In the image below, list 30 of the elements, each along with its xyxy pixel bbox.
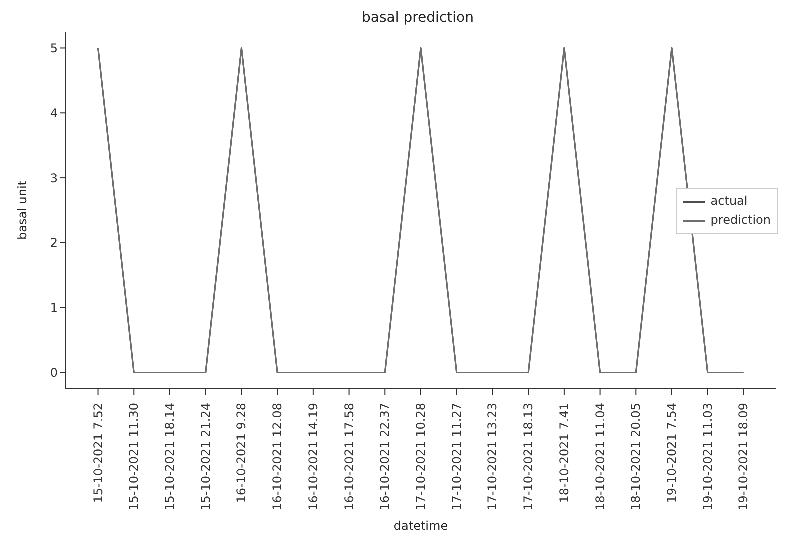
y-tick-label: 4 [50,106,58,120]
legend-label: prediction [710,212,771,229]
x-tick-label: 15-10-2021 7.52 [91,403,106,504]
x-tick-label: 16-10-2021 12.08 [270,403,285,511]
x-tick-label: 18-10-2021 20.05 [629,403,644,511]
y-axis-title: basal unit [15,180,30,240]
x-tick-label: 18-10-2021 11.04 [593,403,608,511]
y-tick-label: 3 [50,171,58,186]
y-tick-label: 1 [50,301,58,316]
x-axis-title: datetime [394,519,448,533]
x-tick-label: 16-10-2021 14.19 [306,403,320,511]
x-tick-label: 19-10-2021 11.03 [700,403,715,511]
x-tick-label: 15-10-2021 18.14 [162,403,177,511]
chart-title: basal prediction [362,10,474,26]
legend-label: actual [710,193,748,210]
x-tick-label: 15-10-2021 11.30 [127,403,142,511]
x-tick-label: 18-10-2021 7.41 [557,403,572,504]
x-tick-label: 17-10-2021 18.13 [522,403,536,511]
x-tick-label: 19-10-2021 18.09 [736,403,751,511]
x-tick-label: 17-10-2021 10.28 [414,403,428,511]
x-tick-label: 16-10-2021 22.37 [378,403,392,511]
y-tick-label: 5 [50,41,58,56]
x-tick-label: 17-10-2021 11.27 [450,403,464,511]
y-tick-label: 2 [50,236,58,250]
x-tick-label: 16-10-2021 9.28 [234,403,249,504]
x-tick-label: 15-10-2021 21.24 [198,403,213,511]
x-tick-label: 16-10-2021 17.58 [342,403,356,511]
y-tick-label: 0 [50,366,58,380]
x-tick-label: 19-10-2021 7.54 [665,403,680,504]
x-tick-label: 17-10-2021 13.23 [486,403,500,511]
